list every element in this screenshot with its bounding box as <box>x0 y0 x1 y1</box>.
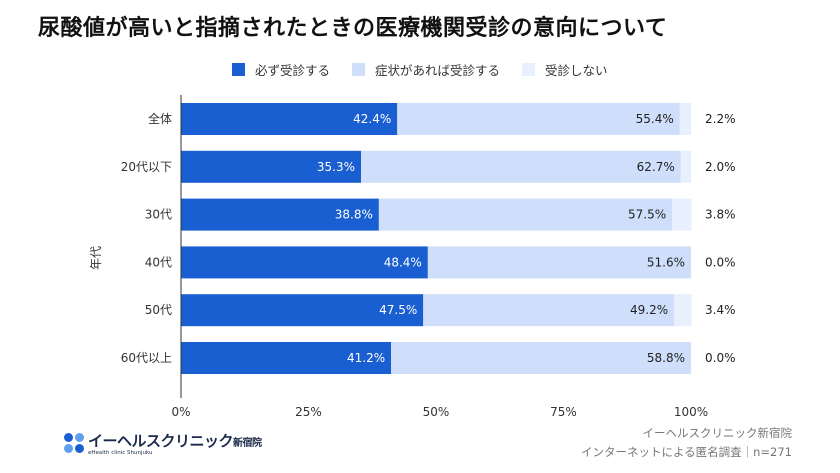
data-label: 35.3% <box>317 160 355 174</box>
chart-title: 尿酸値が高いと指摘されたときの医療機関受診の意向について <box>38 16 668 41</box>
data-label: 49.2% <box>630 303 668 317</box>
legend-swatch <box>232 63 245 76</box>
x-tick-label: 0% <box>171 405 190 419</box>
bar-segment <box>672 198 692 231</box>
legend-item-never: 受診しない <box>522 60 608 79</box>
bar-segment <box>397 103 680 135</box>
data-label: 57.5% <box>628 208 666 222</box>
legend-label: 受診しない <box>545 63 608 78</box>
bar-segment <box>679 103 691 135</box>
category-label: 50代 <box>145 303 172 317</box>
data-label: 2.0% <box>705 160 736 174</box>
data-label: 0.0% <box>705 255 736 269</box>
bar-segment <box>181 150 362 183</box>
category-label: 40代 <box>145 255 172 269</box>
bar-segment <box>181 198 379 231</box>
data-label: 51.6% <box>647 255 685 269</box>
category-label: 全体 <box>148 111 172 126</box>
data-label: 41.2% <box>347 351 385 365</box>
x-tick-label: 50% <box>423 405 450 419</box>
clinic-logo: イーヘルスクリニック新宿院 eHealth clinic Shunjuku <box>64 430 262 456</box>
bar-segment <box>378 198 673 231</box>
legend-swatch <box>522 63 536 76</box>
bar-segment <box>181 342 392 374</box>
footer-note: イーヘルスクリニック新宿院 インターネットによる匿名調査｜n=271 <box>581 424 792 462</box>
category-label: 30代 <box>145 208 172 222</box>
footer-line2: インターネットによる匿名調査｜n=271 <box>580 445 792 459</box>
data-label: 47.5% <box>379 303 417 317</box>
category-label: 20代以下 <box>121 160 172 174</box>
legend: 必ず受診する 症状があれば受診する 受診しない <box>232 60 608 79</box>
logo-suffix: 新宿院 <box>233 438 262 449</box>
data-label: 58.8% <box>647 351 685 365</box>
bar-segment <box>361 150 681 183</box>
logo-dots-icon <box>64 433 84 453</box>
data-label: 38.8% <box>335 208 373 222</box>
legend-label: 症状があれば受診する <box>375 63 501 78</box>
legend-item-if-symptoms: 症状があれば受診する <box>352 60 500 79</box>
bar-segment <box>181 246 428 279</box>
data-label: 0.0% <box>705 351 736 365</box>
legend-swatch <box>352 63 366 76</box>
x-tick-label: 100% <box>674 405 708 419</box>
logo-name: イーヘルスクリニック <box>88 432 234 450</box>
category-label: 60代以上 <box>121 351 172 365</box>
legend-item-always: 必ず受診する <box>232 60 330 79</box>
data-label: 3.4% <box>705 303 736 317</box>
data-label: 55.4% <box>636 112 674 126</box>
data-label: 42.4% <box>353 112 391 126</box>
data-label: 3.8% <box>705 208 736 222</box>
bar-segment <box>391 342 691 374</box>
data-label: 62.7% <box>637 160 675 174</box>
y-axis-label: 年代 <box>89 246 103 270</box>
bar-segment <box>181 294 424 327</box>
x-tick-label: 75% <box>550 405 577 419</box>
data-label: 2.2% <box>705 112 736 126</box>
bar-segment <box>680 150 691 183</box>
footer-line1: イーヘルスクリニック新宿院 <box>642 426 793 440</box>
bar-segment <box>427 246 691 279</box>
bar-segment <box>674 294 692 327</box>
legend-label: 必ず受診する <box>255 63 331 78</box>
data-label: 48.4% <box>384 255 422 269</box>
x-tick-label: 25% <box>295 405 322 419</box>
bar-segment <box>423 294 675 327</box>
logo-sub: eHealth clinic Shunjuku <box>88 450 153 456</box>
bar-segment <box>181 103 398 135</box>
